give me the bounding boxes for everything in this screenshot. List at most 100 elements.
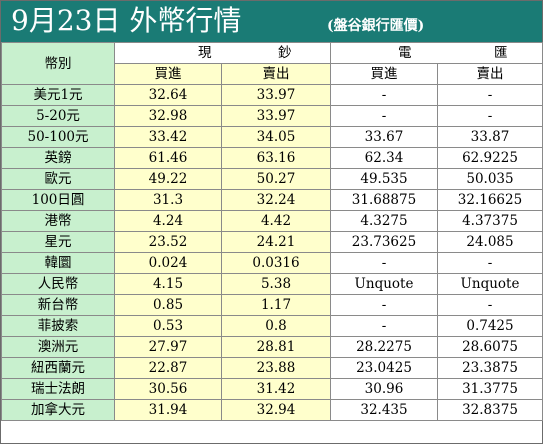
exchange-rate-table: 幣別 現 鈔 電 匯 買進 賣出 買進 賣出 美元1元 32.64 33.97 … — [1, 42, 543, 421]
table-row: 韓圜 0.024 0.0316 - - — [1, 252, 543, 274]
currency-name: 澳洲元 — [1, 336, 115, 358]
table-row: 紐西蘭元 22.87 23.88 23.0425 23.3875 — [1, 357, 543, 379]
cash-buy-rate: 33.42 — [114, 126, 222, 148]
cash-sell-rate: 33.97 — [221, 105, 331, 127]
tt-buy-rate: - — [330, 105, 438, 127]
cash-sell-rate: 32.24 — [221, 189, 331, 211]
table-row: 加拿大元 31.94 32.94 32.435 32.8375 — [1, 399, 543, 421]
cash-buy-rate: 0.85 — [114, 294, 222, 316]
tt-sell-rate: - — [437, 252, 543, 274]
table-row: 港幣 4.24 4.42 4.3275 4.37375 — [1, 210, 543, 232]
tt-sell-rate: 32.16625 — [437, 189, 543, 211]
currency-name: 5-20元 — [1, 105, 115, 127]
table-row: 50-100元 33.42 34.05 33.67 33.87 — [1, 126, 543, 148]
table-header-row: 幣別 現 鈔 電 匯 — [1, 42, 543, 85]
tt-buy-rate: - — [330, 294, 438, 316]
cash-buy-rate: 0.024 — [114, 252, 222, 274]
currency-column-header: 幣別 — [1, 42, 115, 85]
currency-name: 加拿大元 — [1, 399, 115, 421]
tt-sell-rate: 33.87 — [437, 126, 543, 148]
tt-sell-rate: 0.7425 — [437, 315, 543, 337]
tt-sell-rate: 28.6075 — [437, 336, 543, 358]
cash-buy-rate: 4.15 — [114, 273, 222, 295]
tt-sell-rate: 4.37375 — [437, 210, 543, 232]
tt-sell-rate: 50.035 — [437, 168, 543, 190]
table-row: 100日圓 31.3 32.24 31.68875 32.16625 — [1, 189, 543, 211]
tt-buy-rate: 23.0425 — [330, 357, 438, 379]
tt-buy-rate: 33.67 — [330, 126, 438, 148]
currency-name: 紐西蘭元 — [1, 357, 115, 379]
currency-name: 星元 — [1, 231, 115, 253]
tt-sell-rate: 24.085 — [437, 231, 543, 253]
table-row: 人民幣 4.15 5.38 Unquote Unquote — [1, 273, 543, 295]
cash-sell-rate: 33.97 — [221, 84, 331, 106]
title-bar: 9月23日 外幣行情 (盤谷銀行匯價) — [1, 1, 542, 42]
tt-buy-rate: - — [330, 84, 438, 106]
currency-name: 港幣 — [1, 210, 115, 232]
tt-sell-rate: Unquote — [437, 273, 543, 295]
cash-sell-rate: 24.21 — [221, 231, 331, 253]
currency-name: 歐元 — [1, 168, 115, 190]
cash-sell-rate: 28.81 — [221, 336, 331, 358]
cash-sell-rate: 32.94 — [221, 399, 331, 421]
table-row: 瑞士法朗 30.56 31.42 30.96 31.3775 — [1, 378, 543, 400]
cash-buy-rate: 31.3 — [114, 189, 222, 211]
tt-header-left-char: 電 — [398, 45, 414, 61]
currency-name: 新台幣 — [1, 294, 115, 316]
cash-group-header: 現 鈔 — [114, 42, 331, 64]
cash-buy-rate: 23.52 — [114, 231, 222, 253]
currency-name: 菲披索 — [1, 315, 115, 337]
cash-sell-header: 賣出 — [221, 63, 331, 85]
table-row: 美元1元 32.64 33.97 - - — [1, 84, 543, 106]
table-row: 英鎊 61.46 63.16 62.34 62.9225 — [1, 147, 543, 169]
table-row: 5-20元 32.98 33.97 - - — [1, 105, 543, 127]
tt-buy-rate: 23.73625 — [330, 231, 438, 253]
tt-header-right-char: 匯 — [494, 45, 510, 61]
cash-buy-rate: 31.94 — [114, 399, 222, 421]
cash-buy-rate: 32.64 — [114, 84, 222, 106]
page-title: 9月23日 外幣行情 — [11, 4, 242, 37]
cash-buy-rate: 49.22 — [114, 168, 222, 190]
tt-sell-rate: 31.3775 — [437, 378, 543, 400]
cash-buy-rate: 22.87 — [114, 357, 222, 379]
cash-sell-rate: 50.27 — [221, 168, 331, 190]
cash-buy-rate: 32.98 — [114, 105, 222, 127]
cash-buy-rate: 0.53 — [114, 315, 222, 337]
cash-header-left-char: 現 — [198, 45, 214, 61]
tt-sell-rate: - — [437, 105, 543, 127]
cash-sell-rate: 0.8 — [221, 315, 331, 337]
currency-name: 韓圜 — [1, 252, 115, 274]
cash-sell-rate: 5.38 — [221, 273, 331, 295]
tt-buy-rate: 49.535 — [330, 168, 438, 190]
tt-buy-rate: 28.2275 — [330, 336, 438, 358]
table-row: 歐元 49.22 50.27 49.535 50.035 — [1, 168, 543, 190]
telegraphic-transfer-group-header: 電 匯 — [330, 42, 543, 64]
tt-buy-rate: 62.34 — [330, 147, 438, 169]
tt-sell-rate: - — [437, 294, 543, 316]
currency-name: 100日圓 — [1, 189, 115, 211]
cash-buy-rate: 4.24 — [114, 210, 222, 232]
currency-name: 英鎊 — [1, 147, 115, 169]
cash-sell-rate: 4.42 — [221, 210, 331, 232]
currency-name: 50-100元 — [1, 126, 115, 148]
cash-sell-rate: 34.05 — [221, 126, 331, 148]
tt-buy-header: 買進 — [330, 63, 438, 85]
tt-buy-rate: 4.3275 — [330, 210, 438, 232]
table-subheader-row: 買進 賣出 買進 賣出 — [2, 63, 543, 85]
cash-buy-rate: 30.56 — [114, 378, 222, 400]
cash-sell-rate: 0.0316 — [221, 252, 331, 274]
tt-buy-rate: 30.96 — [330, 378, 438, 400]
tt-buy-rate: 32.435 — [330, 399, 438, 421]
rate-source-label: (盤谷銀行匯價) — [327, 18, 425, 34]
tt-buy-rate: 31.68875 — [330, 189, 438, 211]
cash-buy-rate: 61.46 — [114, 147, 222, 169]
currency-name: 人民幣 — [1, 273, 115, 295]
cash-sell-rate: 1.17 — [221, 294, 331, 316]
tt-buy-rate: - — [330, 315, 438, 337]
cash-sell-rate: 63.16 — [221, 147, 331, 169]
table-row: 菲披索 0.53 0.8 - 0.7425 — [1, 315, 543, 337]
cash-buy-rate: 27.97 — [114, 336, 222, 358]
currency-name: 美元1元 — [1, 84, 115, 106]
cash-sell-rate: 31.42 — [221, 378, 331, 400]
